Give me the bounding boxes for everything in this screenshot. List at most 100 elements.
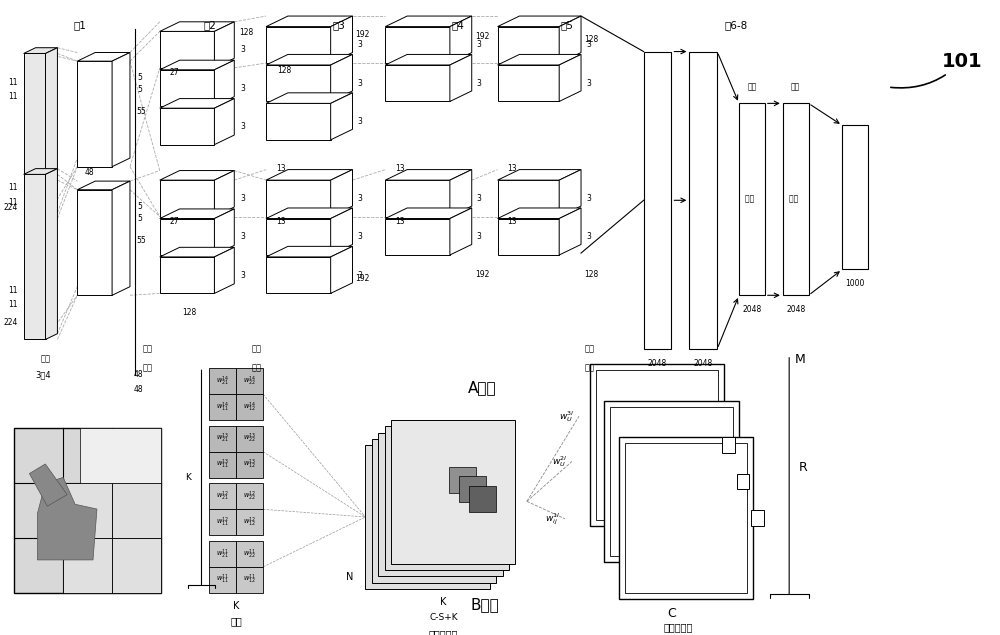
Text: 192: 192 — [475, 270, 489, 279]
Polygon shape — [385, 170, 472, 180]
Text: 3: 3 — [357, 194, 362, 203]
Text: 128: 128 — [584, 34, 598, 44]
Polygon shape — [46, 48, 57, 218]
Text: C: C — [667, 608, 676, 620]
Text: 11: 11 — [8, 300, 18, 309]
Polygon shape — [596, 370, 718, 520]
Polygon shape — [378, 432, 503, 577]
Polygon shape — [160, 108, 214, 145]
Polygon shape — [739, 104, 765, 295]
Text: 48: 48 — [134, 385, 144, 394]
Text: 3: 3 — [240, 45, 245, 54]
Polygon shape — [266, 208, 353, 218]
Polygon shape — [469, 486, 496, 512]
Polygon shape — [24, 169, 57, 175]
Text: $w_{ij}^{1l}$: $w_{ij}^{1l}$ — [545, 511, 560, 526]
Polygon shape — [331, 208, 353, 255]
Text: 層3: 層3 — [332, 20, 345, 30]
Text: 13: 13 — [395, 164, 405, 173]
Polygon shape — [498, 218, 559, 255]
Polygon shape — [209, 394, 236, 420]
Text: 48: 48 — [84, 168, 94, 177]
Polygon shape — [160, 209, 234, 218]
Text: 2048: 2048 — [694, 359, 713, 368]
Text: $w_{11}^{11}$: $w_{11}^{11}$ — [216, 573, 229, 587]
Text: 步长: 步长 — [41, 354, 51, 363]
Polygon shape — [331, 16, 353, 63]
Polygon shape — [266, 65, 331, 102]
Text: 11: 11 — [8, 184, 18, 192]
Polygon shape — [24, 48, 57, 53]
Text: 101: 101 — [891, 51, 982, 88]
Polygon shape — [209, 451, 236, 478]
Text: 13: 13 — [395, 217, 405, 226]
Polygon shape — [29, 464, 67, 506]
Polygon shape — [625, 443, 747, 593]
Text: 权重: 权重 — [230, 617, 242, 627]
Text: 27: 27 — [170, 217, 179, 226]
Text: $w_{22}^{11}$: $w_{22}^{11}$ — [243, 547, 256, 561]
Text: $w_{22}^{13}$: $w_{22}^{13}$ — [243, 432, 256, 445]
Text: $w_{11}^{12}$: $w_{11}^{12}$ — [216, 516, 229, 529]
Polygon shape — [160, 257, 214, 293]
Polygon shape — [236, 426, 263, 451]
Polygon shape — [391, 420, 515, 564]
Polygon shape — [619, 438, 753, 599]
Polygon shape — [842, 126, 868, 269]
Polygon shape — [63, 483, 112, 538]
Text: N: N — [346, 572, 354, 582]
Text: B部分: B部分 — [470, 597, 499, 612]
Text: 3: 3 — [357, 41, 362, 50]
Text: 3: 3 — [240, 232, 245, 241]
Polygon shape — [331, 55, 353, 102]
Text: 3: 3 — [357, 271, 362, 279]
Polygon shape — [160, 70, 214, 106]
Text: 5: 5 — [137, 214, 142, 223]
Polygon shape — [385, 218, 450, 255]
Text: 48: 48 — [134, 370, 144, 380]
Text: 3: 3 — [357, 79, 362, 88]
Polygon shape — [498, 27, 559, 63]
Text: $w_{11}^{14}$: $w_{11}^{14}$ — [216, 401, 230, 414]
Text: 55: 55 — [136, 236, 146, 245]
Polygon shape — [266, 257, 331, 293]
Polygon shape — [331, 170, 353, 217]
Text: $w_{U}^{3l}$: $w_{U}^{3l}$ — [559, 409, 574, 424]
Polygon shape — [63, 538, 112, 593]
Polygon shape — [236, 483, 263, 509]
Polygon shape — [266, 104, 331, 140]
Polygon shape — [385, 27, 450, 63]
Text: 池化: 池化 — [585, 364, 595, 373]
Polygon shape — [266, 16, 353, 27]
Text: 192: 192 — [355, 274, 370, 283]
Text: 3: 3 — [357, 232, 362, 241]
Polygon shape — [737, 474, 749, 489]
Polygon shape — [214, 171, 234, 217]
Text: 192: 192 — [475, 32, 489, 41]
Text: C-S+K: C-S+K — [429, 613, 458, 622]
Text: 層5: 層5 — [561, 20, 574, 30]
Text: 11: 11 — [8, 286, 18, 295]
Polygon shape — [266, 180, 331, 217]
Polygon shape — [372, 439, 496, 583]
Text: 3: 3 — [586, 79, 591, 88]
Polygon shape — [112, 181, 130, 295]
Polygon shape — [160, 171, 234, 180]
Text: 11: 11 — [8, 197, 18, 207]
Polygon shape — [46, 169, 57, 340]
Polygon shape — [266, 218, 331, 255]
Text: M: M — [795, 353, 806, 366]
Text: 3: 3 — [586, 232, 591, 241]
Text: 層6-8: 層6-8 — [724, 20, 748, 30]
Text: 224: 224 — [3, 318, 18, 326]
Polygon shape — [160, 218, 214, 255]
Polygon shape — [385, 55, 472, 65]
Text: 池化: 池化 — [143, 364, 153, 373]
Text: $w_{U}^{2l}$: $w_{U}^{2l}$ — [552, 454, 567, 469]
Polygon shape — [77, 181, 130, 190]
Polygon shape — [365, 445, 490, 589]
Text: 输出特征图: 输出特征图 — [664, 622, 693, 632]
Text: $w_{12}^{13}$: $w_{12}^{13}$ — [243, 458, 256, 471]
Polygon shape — [209, 483, 236, 509]
Text: 128: 128 — [239, 28, 254, 37]
